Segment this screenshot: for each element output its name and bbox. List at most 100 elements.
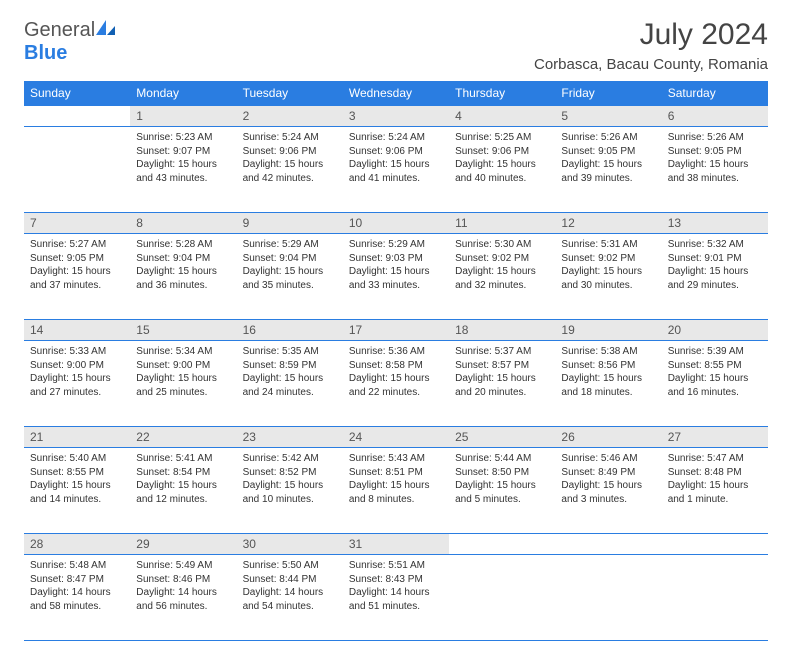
detail-line: Sunset: 8:43 PM xyxy=(349,573,443,587)
weekday-header: Friday xyxy=(555,81,661,106)
detail-line: Daylight: 15 hours xyxy=(349,158,443,172)
detail-line: Sunrise: 5:24 AM xyxy=(243,131,337,145)
detail-line: Daylight: 15 hours xyxy=(30,265,124,279)
detail-line: and 40 minutes. xyxy=(455,172,549,186)
day-number: 31 xyxy=(343,534,449,555)
day-number: 17 xyxy=(343,320,449,341)
detail-line: and 38 minutes. xyxy=(668,172,762,186)
day-cell: Sunrise: 5:26 AMSunset: 9:05 PMDaylight:… xyxy=(662,127,768,213)
detail-line: Sunset: 9:07 PM xyxy=(136,145,230,159)
header-row: GeneralBlue July 2024 Corbasca, Bacau Co… xyxy=(24,18,768,73)
weekday-header: Saturday xyxy=(662,81,768,106)
detail-line: Sunset: 8:52 PM xyxy=(243,466,337,480)
detail-line: and 3 minutes. xyxy=(561,493,655,507)
detail-line: Sunrise: 5:31 AM xyxy=(561,238,655,252)
month-title: July 2024 xyxy=(534,18,768,52)
detail-line: Daylight: 15 hours xyxy=(349,479,443,493)
detail-line: Sunrise: 5:49 AM xyxy=(136,559,230,573)
day-number: 23 xyxy=(237,427,343,448)
day-details: Sunrise: 5:38 AMSunset: 8:56 PMDaylight:… xyxy=(561,345,655,399)
day-cell xyxy=(24,127,130,213)
detail-line: Sunset: 9:05 PM xyxy=(561,145,655,159)
day-number: 4 xyxy=(449,106,555,127)
day-cell: Sunrise: 5:36 AMSunset: 8:58 PMDaylight:… xyxy=(343,341,449,427)
day-cell: Sunrise: 5:51 AMSunset: 8:43 PMDaylight:… xyxy=(343,555,449,641)
day-details: Sunrise: 5:44 AMSunset: 8:50 PMDaylight:… xyxy=(455,452,549,506)
logo-text: GeneralBlue xyxy=(24,18,117,65)
day-cell xyxy=(555,555,661,641)
day-cell xyxy=(449,555,555,641)
detail-line: Daylight: 15 hours xyxy=(243,265,337,279)
day-details: Sunrise: 5:41 AMSunset: 8:54 PMDaylight:… xyxy=(136,452,230,506)
location-label: Corbasca, Bacau County, Romania xyxy=(534,56,768,73)
detail-line: Sunrise: 5:28 AM xyxy=(136,238,230,252)
detail-line: Sunrise: 5:40 AM xyxy=(30,452,124,466)
day-cell: Sunrise: 5:33 AMSunset: 9:00 PMDaylight:… xyxy=(24,341,130,427)
detail-line: Daylight: 15 hours xyxy=(561,479,655,493)
detail-line: Daylight: 15 hours xyxy=(561,265,655,279)
day-number: 16 xyxy=(237,320,343,341)
day-cell: Sunrise: 5:42 AMSunset: 8:52 PMDaylight:… xyxy=(237,448,343,534)
detail-line: Daylight: 15 hours xyxy=(668,158,762,172)
detail-line: Sunset: 9:02 PM xyxy=(455,252,549,266)
daynum-row: 78910111213 xyxy=(24,213,768,234)
content-row: Sunrise: 5:27 AMSunset: 9:05 PMDaylight:… xyxy=(24,234,768,320)
detail-line: Sunrise: 5:46 AM xyxy=(561,452,655,466)
detail-line: and 42 minutes. xyxy=(243,172,337,186)
day-cell: Sunrise: 5:23 AMSunset: 9:07 PMDaylight:… xyxy=(130,127,236,213)
detail-line: Sunrise: 5:47 AM xyxy=(668,452,762,466)
detail-line: and 12 minutes. xyxy=(136,493,230,507)
content-row: Sunrise: 5:23 AMSunset: 9:07 PMDaylight:… xyxy=(24,127,768,213)
day-details: Sunrise: 5:30 AMSunset: 9:02 PMDaylight:… xyxy=(455,238,549,292)
detail-line: Sunset: 8:51 PM xyxy=(349,466,443,480)
detail-line: and 10 minutes. xyxy=(243,493,337,507)
detail-line: and 16 minutes. xyxy=(668,386,762,400)
daynum-row: 21222324252627 xyxy=(24,427,768,448)
detail-line: Daylight: 15 hours xyxy=(561,372,655,386)
day-details: Sunrise: 5:42 AMSunset: 8:52 PMDaylight:… xyxy=(243,452,337,506)
day-details: Sunrise: 5:27 AMSunset: 9:05 PMDaylight:… xyxy=(30,238,124,292)
day-number: 30 xyxy=(237,534,343,555)
day-details: Sunrise: 5:46 AMSunset: 8:49 PMDaylight:… xyxy=(561,452,655,506)
detail-line: Sunset: 8:44 PM xyxy=(243,573,337,587)
detail-line: Sunrise: 5:43 AM xyxy=(349,452,443,466)
day-cell: Sunrise: 5:29 AMSunset: 9:03 PMDaylight:… xyxy=(343,234,449,320)
day-details: Sunrise: 5:24 AMSunset: 9:06 PMDaylight:… xyxy=(349,131,443,185)
detail-line: Sunrise: 5:26 AM xyxy=(561,131,655,145)
detail-line: Sunrise: 5:35 AM xyxy=(243,345,337,359)
day-number xyxy=(449,534,555,555)
detail-line: Sunset: 9:02 PM xyxy=(561,252,655,266)
detail-line: and 54 minutes. xyxy=(243,600,337,614)
content-row: Sunrise: 5:40 AMSunset: 8:55 PMDaylight:… xyxy=(24,448,768,534)
detail-line: Sunset: 8:48 PM xyxy=(668,466,762,480)
day-details: Sunrise: 5:48 AMSunset: 8:47 PMDaylight:… xyxy=(30,559,124,613)
day-number: 13 xyxy=(662,213,768,234)
detail-line: Sunrise: 5:38 AM xyxy=(561,345,655,359)
detail-line: Sunrise: 5:29 AM xyxy=(349,238,443,252)
detail-line: and 24 minutes. xyxy=(243,386,337,400)
day-number: 7 xyxy=(24,213,130,234)
day-number: 2 xyxy=(237,106,343,127)
detail-line: Daylight: 15 hours xyxy=(455,265,549,279)
detail-line: and 39 minutes. xyxy=(561,172,655,186)
day-details: Sunrise: 5:29 AMSunset: 9:04 PMDaylight:… xyxy=(243,238,337,292)
day-cell: Sunrise: 5:30 AMSunset: 9:02 PMDaylight:… xyxy=(449,234,555,320)
detail-line: Sunset: 9:05 PM xyxy=(668,145,762,159)
day-cell: Sunrise: 5:32 AMSunset: 9:01 PMDaylight:… xyxy=(662,234,768,320)
day-cell: Sunrise: 5:43 AMSunset: 8:51 PMDaylight:… xyxy=(343,448,449,534)
detail-line: and 20 minutes. xyxy=(455,386,549,400)
day-details: Sunrise: 5:29 AMSunset: 9:03 PMDaylight:… xyxy=(349,238,443,292)
daynum-row: 14151617181920 xyxy=(24,320,768,341)
day-cell: Sunrise: 5:26 AMSunset: 9:05 PMDaylight:… xyxy=(555,127,661,213)
day-number: 29 xyxy=(130,534,236,555)
detail-line: Sunrise: 5:42 AM xyxy=(243,452,337,466)
day-cell: Sunrise: 5:39 AMSunset: 8:55 PMDaylight:… xyxy=(662,341,768,427)
detail-line: Sunrise: 5:44 AM xyxy=(455,452,549,466)
detail-line: Daylight: 15 hours xyxy=(561,158,655,172)
day-details: Sunrise: 5:39 AMSunset: 8:55 PMDaylight:… xyxy=(668,345,762,399)
detail-line: Daylight: 15 hours xyxy=(243,158,337,172)
detail-line: and 32 minutes. xyxy=(455,279,549,293)
day-details: Sunrise: 5:47 AMSunset: 8:48 PMDaylight:… xyxy=(668,452,762,506)
detail-line: Sunset: 9:03 PM xyxy=(349,252,443,266)
detail-line: Sunset: 8:56 PM xyxy=(561,359,655,373)
